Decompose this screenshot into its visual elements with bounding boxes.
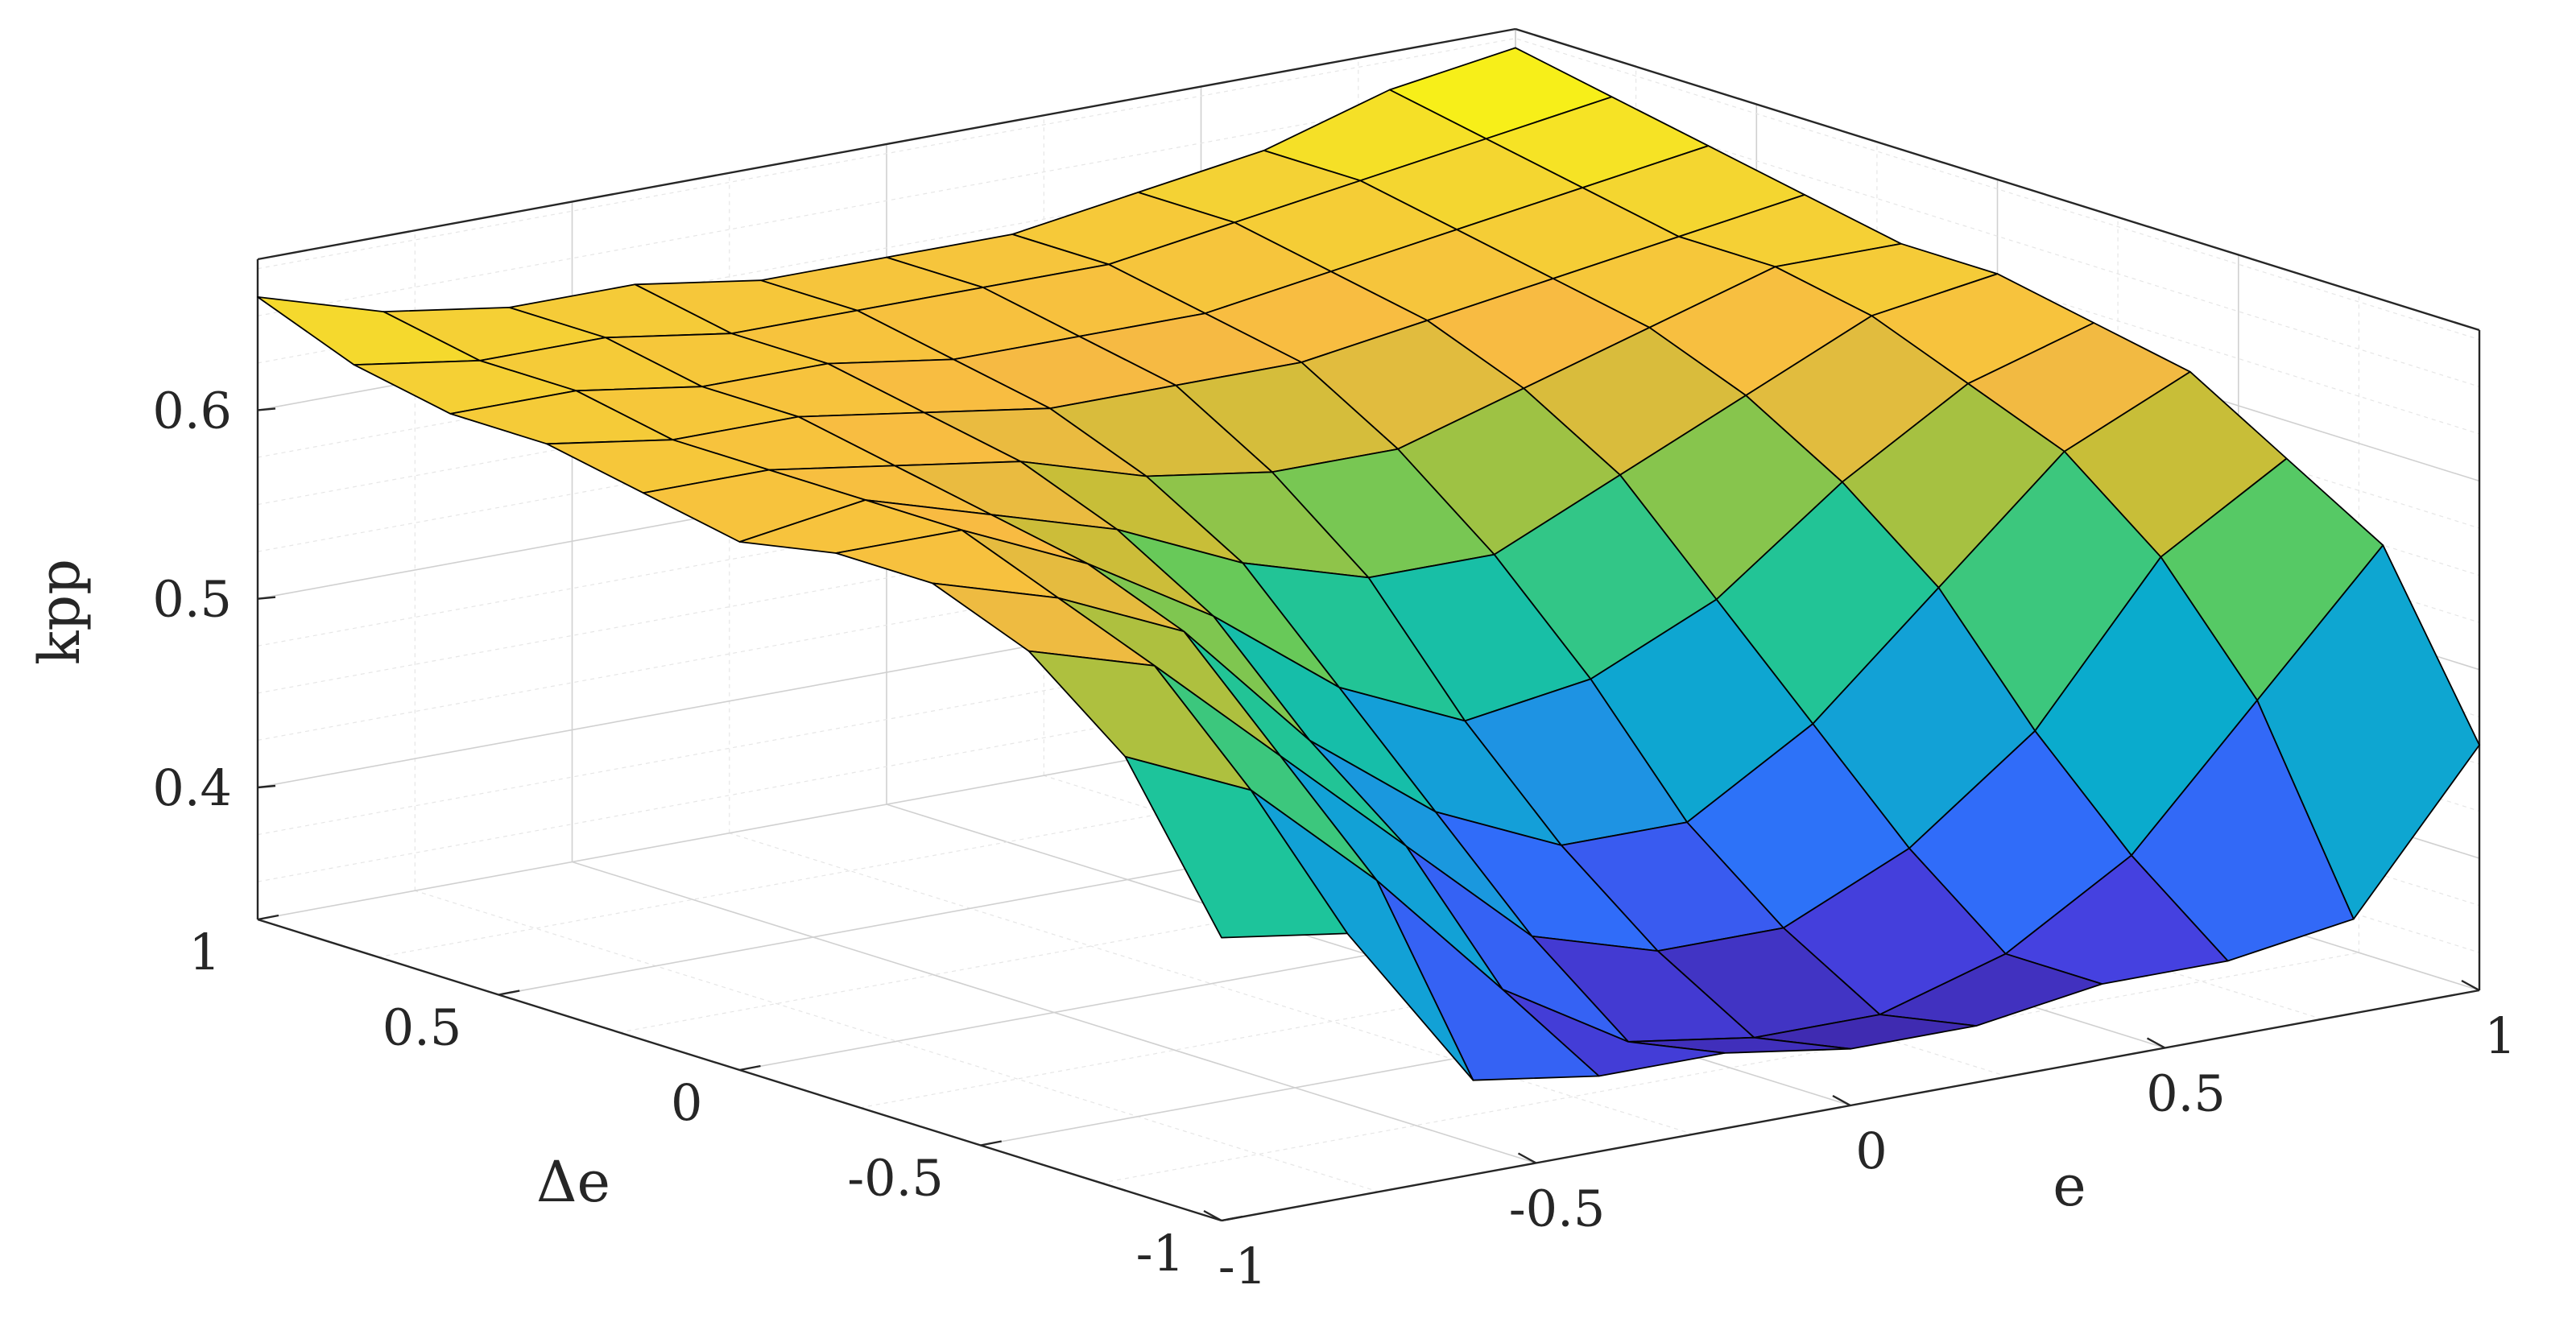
surface-mesh <box>257 47 2480 1081</box>
axes-ticks: 0.4 0.5 0.6 -1 -0.5 0 0.5 1 -1 -0.5 0 0.5 1 <box>152 381 2516 1295</box>
z-tick-label: 0.4 <box>152 758 232 817</box>
x-axis-label: e <box>2053 1153 2086 1219</box>
x-tick-label: 0.5 <box>2146 1064 2226 1123</box>
x-tick-mark <box>2461 979 2480 992</box>
x-tick-label: -1 <box>1218 1237 1267 1295</box>
z-tick-label: 0.6 <box>152 381 232 440</box>
y-tick-label: 1 <box>189 923 221 981</box>
z-tick-mark <box>257 784 276 789</box>
x-tick-label: 0 <box>1855 1122 1887 1180</box>
x-tick-mark <box>1832 1094 1851 1107</box>
y-tick-label: 0 <box>671 1073 702 1132</box>
x-tick-mark <box>1517 1152 1537 1164</box>
x-tick-label: 1 <box>2484 1006 2516 1065</box>
y-tick-mark <box>1221 1215 1243 1222</box>
axes-box-edge <box>1515 27 2480 332</box>
y-tick-label: 0.5 <box>382 998 462 1057</box>
x-tick-mark <box>2146 1037 2166 1049</box>
z-axis-label: kpp <box>27 559 93 665</box>
surface-face <box>1124 755 1349 939</box>
axes-box-edge <box>257 27 1516 261</box>
y-tick-label: -0.5 <box>847 1149 944 1208</box>
x-tick-mark <box>1203 1209 1222 1222</box>
z-tick-label: 0.5 <box>152 570 232 629</box>
x-tick-label: -0.5 <box>1509 1180 1606 1238</box>
grid-wall-z <box>257 85 2480 387</box>
z-tick-mark <box>257 407 276 411</box>
y-tick-mark <box>980 1140 1002 1147</box>
z-tick-mark <box>257 596 276 600</box>
grid-wall-z <box>257 132 2480 435</box>
y-tick-mark <box>739 1064 761 1072</box>
y-axis-label: Δe <box>536 1149 610 1215</box>
y-tick-mark <box>257 914 279 921</box>
grid-wall-z <box>257 38 2480 341</box>
y-tick-mark <box>498 990 520 996</box>
y-tick-label: -1 <box>1136 1224 1185 1283</box>
